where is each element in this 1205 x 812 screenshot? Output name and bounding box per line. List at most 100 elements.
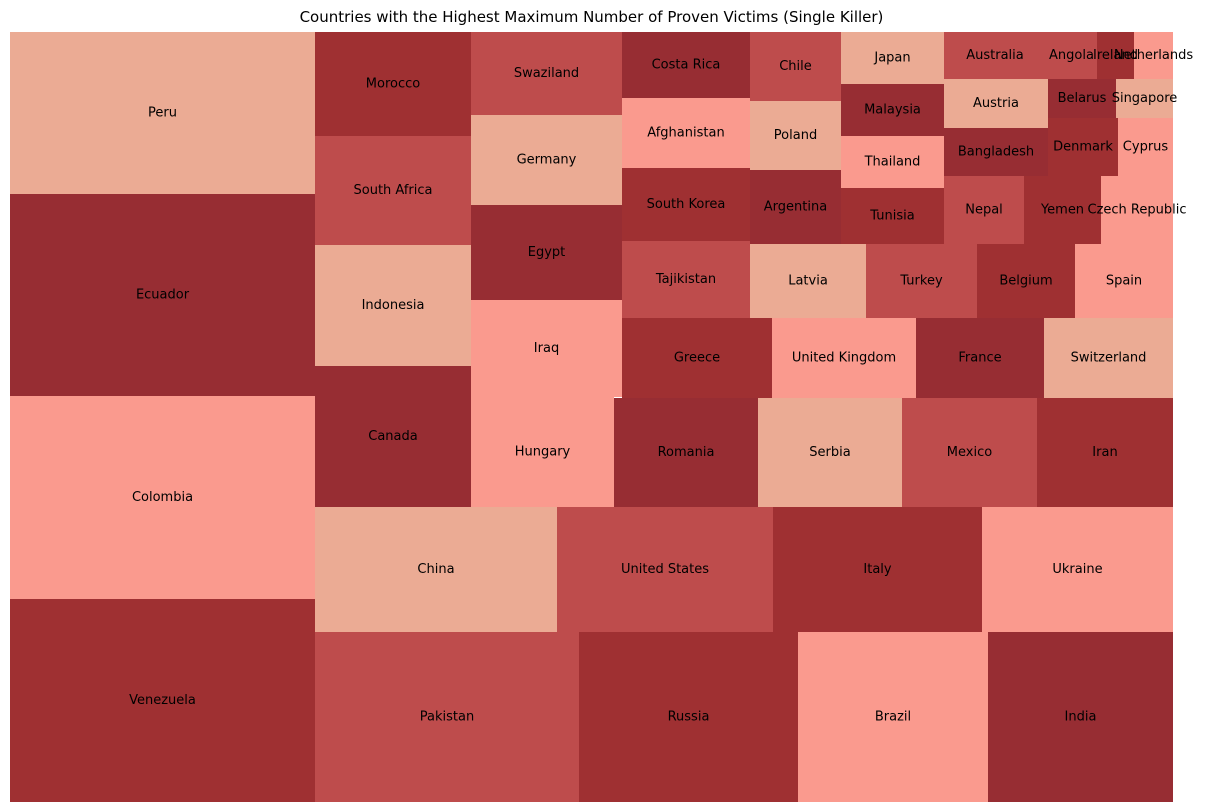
treemap-label-indonesia: Indonesia xyxy=(362,298,425,313)
treemap-cell-romania xyxy=(614,398,758,507)
treemap-label-japan: Japan xyxy=(873,51,910,66)
treemap-cell-pakistan xyxy=(315,632,579,802)
treemap-cell-czech-republic xyxy=(1101,176,1173,244)
treemap-label-greece: Greece xyxy=(674,351,720,366)
treemap-label-italy: Italy xyxy=(863,562,892,577)
treemap-label-peru: Peru xyxy=(148,106,177,121)
treemap-label-nepal: Nepal xyxy=(965,203,1003,218)
treemap-label-swaziland: Swaziland xyxy=(514,66,579,81)
treemap-cell-india xyxy=(988,632,1173,802)
treemap-label-south-africa: South Africa xyxy=(354,183,433,198)
treemap-cell-france xyxy=(916,318,1044,398)
treemap-cell-iraq xyxy=(471,300,622,397)
treemap-label-serbia: Serbia xyxy=(809,445,850,460)
treemap-label-morocco: Morocco xyxy=(366,77,420,92)
treemap-label-iran: Iran xyxy=(1092,445,1117,460)
treemap-cell-nepal xyxy=(944,176,1024,244)
treemap-label-turkey: Turkey xyxy=(899,274,943,289)
treemap-cell-australia xyxy=(944,32,1046,79)
treemap-cell-belgium xyxy=(977,244,1075,318)
treemap-label-angola: Angola xyxy=(1049,48,1094,63)
treemap-cell-venezuela xyxy=(10,599,315,802)
treemap-label-russia: Russia xyxy=(668,710,710,725)
treemap-cell-belarus xyxy=(1048,79,1116,118)
treemap-label-united-kingdom: United Kingdom xyxy=(792,351,896,366)
treemap-cell-singapore xyxy=(1116,79,1173,118)
treemap-label-iraq: Iraq xyxy=(534,341,559,356)
treemap-label-brazil: Brazil xyxy=(875,710,911,725)
treemap-label-mexico: Mexico xyxy=(947,445,992,460)
treemap-cell-tunisia xyxy=(841,188,944,244)
treemap-cell-mexico xyxy=(902,398,1037,507)
treemap-label-singapore: Singapore xyxy=(1112,91,1178,106)
treemap-cell-switzerland xyxy=(1044,318,1173,398)
treemap-cell-bangladesh xyxy=(944,128,1048,176)
treemap-cell-angola xyxy=(1046,32,1097,79)
chart-title: Countries with the Highest Maximum Numbe… xyxy=(299,8,884,26)
treemap-label-poland: Poland xyxy=(774,128,817,143)
treemap-label-afghanistan: Afghanistan xyxy=(647,126,724,141)
treemap-label-france: France xyxy=(958,351,1001,366)
treemap-cell-canada xyxy=(315,366,471,507)
treemap-label-pakistan: Pakistan xyxy=(420,710,474,725)
treemap-cell-argentina xyxy=(750,170,841,244)
treemap-cell-afghanistan xyxy=(622,98,750,168)
treemap-cell-austria xyxy=(944,79,1048,128)
treemap-label-netherlands: Netherlands xyxy=(1114,48,1193,63)
treemap-label-south-korea: South Korea xyxy=(647,197,726,212)
treemap-label-tunisia: Tunisia xyxy=(869,209,914,224)
treemap-label-costa-rica: Costa Rica xyxy=(652,58,721,73)
treemap-cell-swaziland xyxy=(471,32,622,115)
treemap-cell-netherlands xyxy=(1134,32,1173,79)
treemap-label-ecuador: Ecuador xyxy=(136,288,190,303)
treemap-label-ukraine: Ukraine xyxy=(1052,562,1102,577)
treemap-label-canada: Canada xyxy=(368,429,417,444)
treemap-cell-brazil xyxy=(798,632,988,802)
treemap-label-colombia: Colombia xyxy=(132,490,193,505)
treemap-cell-yemen xyxy=(1024,176,1101,244)
treemap-cell-iran xyxy=(1037,398,1173,507)
treemap-label-china: China xyxy=(417,562,454,577)
treemap-label-bangladesh: Bangladesh xyxy=(958,145,1034,160)
treemap-cell-serbia xyxy=(758,398,902,507)
treemap-label-belarus: Belarus xyxy=(1058,91,1107,106)
treemap-cell-china xyxy=(315,507,557,632)
treemap-cell-hungary xyxy=(471,397,614,507)
treemap-label-germany: Germany xyxy=(517,153,577,168)
treemap-cell-germany xyxy=(471,115,622,205)
treemap-cell-united-states xyxy=(557,507,773,632)
treemap-cell-japan xyxy=(841,32,944,84)
treemap-cell-latvia xyxy=(750,244,866,318)
treemap-cell-colombia xyxy=(10,396,315,599)
treemap-label-latvia: Latvia xyxy=(788,274,828,289)
treemap-cell-greece xyxy=(622,318,772,398)
treemap-label-romania: Romania xyxy=(658,445,715,460)
treemap-cell-russia xyxy=(579,632,798,802)
treemap-cell-egypt xyxy=(471,205,622,300)
treemap-label-malaysia: Malaysia xyxy=(864,103,921,118)
treemap-label-austria: Austria xyxy=(973,96,1019,111)
treemap-cell-poland xyxy=(750,101,841,170)
treemap-label-denmark: Denmark xyxy=(1053,140,1113,155)
treemap-cell-denmark xyxy=(1048,118,1118,176)
treemap-label-spain: Spain xyxy=(1106,274,1142,289)
treemap-cell-morocco xyxy=(315,32,471,136)
treemap-label-australia: Australia xyxy=(966,48,1024,63)
treemap-cell-south-africa xyxy=(315,136,471,245)
treemap-cell-turkey xyxy=(866,244,977,318)
treemap-label-united-states: United States xyxy=(621,562,709,577)
treemap-cell-malaysia xyxy=(841,84,944,136)
treemap-label-hungary: Hungary xyxy=(515,445,571,460)
treemap-label-india: India xyxy=(1065,710,1097,725)
treemap-cell-thailand xyxy=(841,136,944,188)
treemap-cell-costa-rica xyxy=(622,32,750,98)
treemap-label-belgium: Belgium xyxy=(999,274,1052,289)
treemap-cell-chile xyxy=(750,32,841,101)
treemap-label-tajikistan: Tajikistan xyxy=(655,272,716,287)
treemap-label-thailand: Thailand xyxy=(864,155,921,170)
treemap-cell-ecuador xyxy=(10,194,315,396)
treemap-label-switzerland: Switzerland xyxy=(1071,351,1147,366)
treemap-cell-united-kingdom xyxy=(772,318,916,398)
treemap-cell-indonesia xyxy=(315,245,471,366)
